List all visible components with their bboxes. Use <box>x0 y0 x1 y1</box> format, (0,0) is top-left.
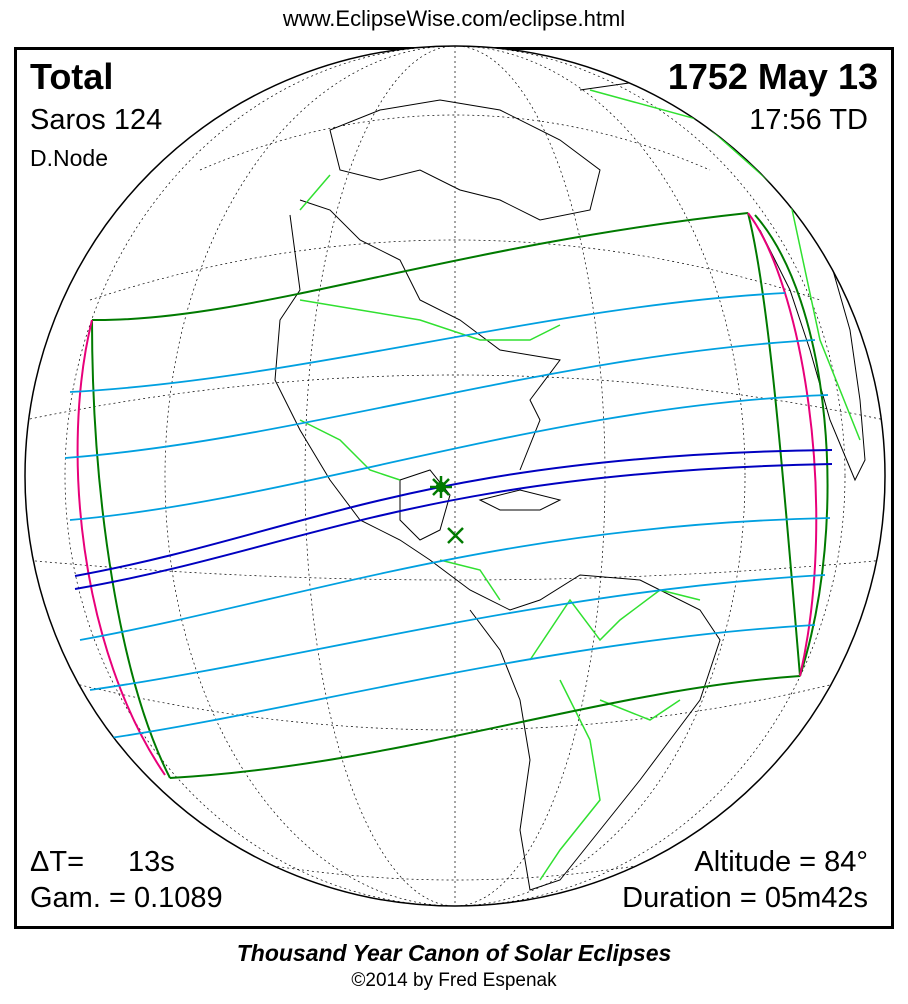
west-limit <box>91 319 171 779</box>
altitude: Altitude = 84° <box>694 846 868 878</box>
delta-t-label: ΔT= <box>30 846 85 878</box>
rise-set-east <box>747 212 818 677</box>
graticule <box>25 46 885 906</box>
greatest-duration-x-icon <box>447 527 464 544</box>
delta-t-value: 13s <box>128 846 175 878</box>
east-limit <box>747 212 801 677</box>
east-limit-outer <box>754 214 829 677</box>
greatest-eclipse-star-icon <box>430 476 452 498</box>
canon-title: Thousand Year Canon of Solar Eclipses <box>236 940 672 966</box>
northern-penumbral-limit <box>91 212 749 322</box>
rise-set-west <box>76 319 166 776</box>
gamma: Gam. = 0.1089 <box>30 882 223 914</box>
southern-penumbral-limit <box>169 675 801 779</box>
copyright: ©2014 by Fred Espenak <box>351 970 557 991</box>
hourly-lines <box>64 292 831 739</box>
eclipse-type: Total <box>30 56 114 97</box>
eclipse-curves <box>64 212 833 779</box>
node: D.Node <box>30 145 108 171</box>
site-url: www.EclipseWise.com/eclipse.html <box>282 6 626 31</box>
central-path-north <box>74 449 833 577</box>
eclipse-date: 1752 May 13 <box>667 56 878 97</box>
eclipse-time: 17:56 TD <box>749 104 868 136</box>
duration: Duration = 05m42s <box>622 882 868 914</box>
saros-number: Saros 124 <box>30 104 163 136</box>
central-path-south <box>74 463 833 590</box>
coastlines <box>274 79 866 891</box>
